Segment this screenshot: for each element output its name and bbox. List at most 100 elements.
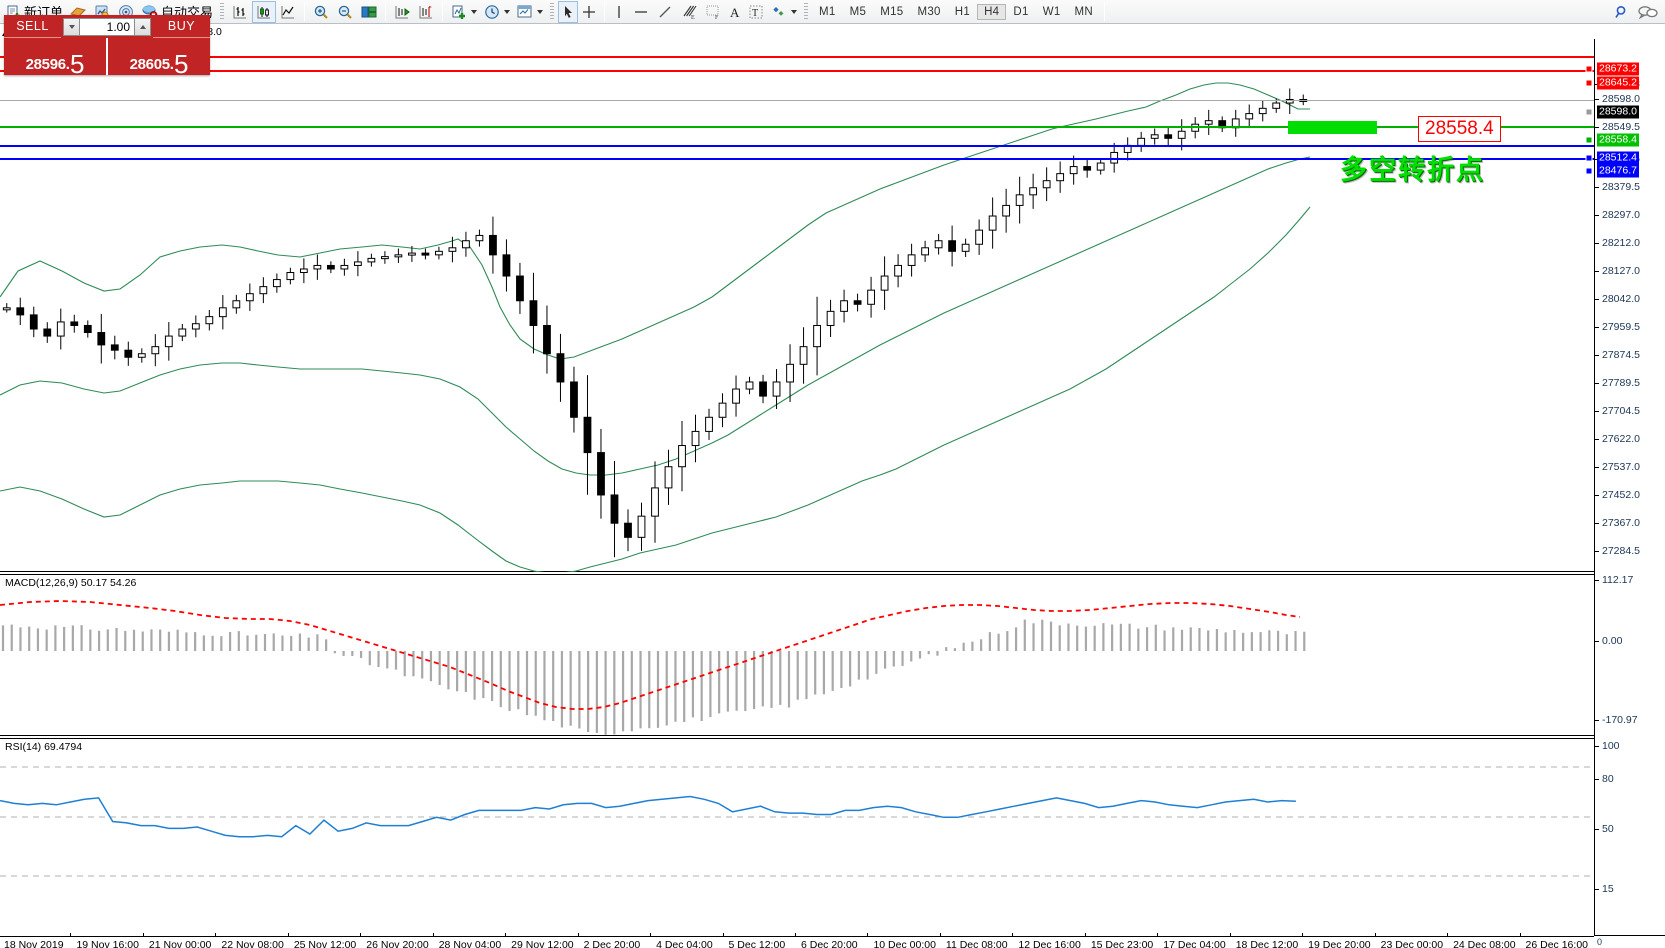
price-annotation-box[interactable]: 28558.4: [1418, 116, 1501, 142]
price-tick: [1595, 523, 1599, 524]
volume-stepper[interactable]: 1.00: [61, 15, 153, 38]
tile-windows-button[interactable]: [357, 1, 381, 23]
sell-button[interactable]: SELL: [4, 15, 61, 38]
price-scale[interactable]: 28645.328598.028549.528464.528379.528297…: [1585, 39, 1665, 936]
time-label: 12 Dec 16:00: [1018, 939, 1081, 948]
line-chart-button[interactable]: [276, 1, 300, 23]
timeframe-m5[interactable]: M5: [849, 5, 867, 18]
templates-button[interactable]: [513, 1, 546, 23]
toolbar-grip-3[interactable]: [804, 2, 809, 21]
price-tick: [1595, 187, 1599, 188]
support-line-2[interactable]: [0, 158, 1594, 160]
period-chevron-down-icon[interactable]: [504, 9, 511, 14]
price-level-resistance-2[interactable]: 28673.2: [1597, 62, 1639, 76]
zoom-in-button[interactable]: [309, 1, 333, 23]
volume-input[interactable]: 1.00: [80, 17, 134, 36]
tile-windows-icon: [361, 6, 377, 17]
candle-body: [56, 321, 65, 337]
price-pane[interactable]: 28558.4 多空转折点: [0, 39, 1594, 572]
chart-window[interactable]: DJ30-,H4 28598.0 28598.0 28598.0 28598.0: [0, 25, 1665, 948]
horizontal-line-tool[interactable]: [629, 1, 653, 23]
crosshair-tool[interactable]: [578, 1, 600, 23]
timeframe-h4[interactable]: H4: [977, 3, 1007, 20]
text-tool[interactable]: A: [725, 1, 745, 23]
sell-price[interactable]: 28596 . 5: [4, 38, 108, 77]
support-line-1[interactable]: [0, 145, 1594, 147]
volume-increase-button[interactable]: [134, 17, 151, 36]
price-level-resistance-1[interactable]: 28645.2: [1597, 76, 1639, 90]
rsi-tick-label: 80: [1602, 773, 1614, 785]
price-tick-label: 27284.5: [1602, 545, 1640, 557]
text-label-icon: T: [749, 5, 763, 19]
bollinger-bands: [0, 82, 1311, 572]
timeframe-m1[interactable]: M1: [819, 5, 836, 18]
vertical-line-tool[interactable]: [609, 1, 629, 23]
terminal-button[interactable]: [66, 1, 90, 23]
candle-body: [2, 307, 11, 311]
text-label-tool[interactable]: T: [745, 1, 767, 23]
candle-body: [840, 300, 848, 312]
level-handle-resistance-2[interactable]: [1585, 65, 1593, 73]
resistance-line-2[interactable]: [0, 56, 1594, 58]
fibonacci-tool[interactable]: E: [677, 1, 701, 23]
channel-tool[interactable]: F: [701, 1, 725, 23]
svg-text:T: T: [752, 8, 758, 19]
price-level-support-2[interactable]: 28476.7: [1597, 164, 1639, 178]
timeframe-w1[interactable]: W1: [1042, 5, 1061, 18]
candlestick-series: [2, 88, 1308, 558]
candle-body: [70, 321, 79, 326]
resistance-line-1[interactable]: [0, 70, 1594, 72]
bollinger-lower: [0, 206, 1311, 572]
candle-body: [489, 234, 497, 256]
timeframe-h1[interactable]: H1: [954, 5, 971, 18]
price-level-support-1[interactable]: 28512.4: [1597, 151, 1639, 165]
entry-level-line[interactable]: [0, 126, 1594, 128]
toolbar-grip-2[interactable]: [550, 2, 555, 21]
indicators-button[interactable]: [447, 1, 480, 23]
candle-body: [637, 515, 646, 538]
candle-body: [570, 381, 578, 418]
time-label: 25 Nov 12:00: [293, 939, 357, 948]
price-tick: [1595, 243, 1599, 244]
macd-pane[interactable]: MACD(12,26,9) 50.17 54.26: [0, 574, 1594, 736]
level-handle-bid-line[interactable]: [1585, 108, 1593, 116]
time-axis[interactable]: 18 Nov 2019 19 Nov 16:00 21 Nov 00:00 22 No…: [0, 933, 1594, 948]
timeframe-mn[interactable]: MN: [1074, 5, 1094, 18]
price-tick-label: 28549.5: [1602, 121, 1640, 133]
candle-body: [137, 353, 146, 358]
price-level-bid-line[interactable]: 28598.0: [1597, 105, 1639, 119]
auto-scroll-button[interactable]: [390, 1, 414, 23]
macd-tick: [1595, 641, 1599, 642]
price-level-entry-level[interactable]: 28558.4: [1597, 133, 1639, 147]
timeframe-d1[interactable]: D1: [1013, 5, 1029, 18]
candle-body: [813, 324, 821, 348]
level-handle-support-1[interactable]: [1585, 154, 1593, 162]
buy-price[interactable]: 28605 . 5: [108, 38, 210, 77]
buy-button[interactable]: BUY: [153, 15, 210, 38]
highlight-zone[interactable]: [1288, 121, 1377, 134]
oct-top-row: SELL 1.00 BUY: [4, 15, 210, 38]
level-handle-resistance-1[interactable]: [1585, 79, 1593, 87]
time-label: 24 Dec 08:00: [1453, 939, 1516, 948]
level-handle-entry-level[interactable]: [1585, 136, 1593, 144]
rsi-pane[interactable]: RSI(14) 69.4794: [0, 738, 1594, 936]
cursor-tool[interactable]: [558, 0, 579, 23]
period-button[interactable]: [480, 1, 513, 23]
shapes-tool[interactable]: [767, 1, 800, 23]
search-button[interactable]: [1610, 1, 1634, 23]
templates-chevron-down-icon[interactable]: [537, 9, 544, 14]
toolbar-grip-1[interactable]: [220, 2, 225, 21]
bar-chart-button[interactable]: [228, 1, 252, 23]
indicators-chevron-down-icon[interactable]: [471, 9, 478, 14]
trendline-tool[interactable]: [653, 1, 677, 23]
timeframe-m15[interactable]: M15: [880, 5, 904, 18]
chat-button[interactable]: [1634, 1, 1662, 23]
one-click-trading-panel[interactable]: SELL 1.00 BUY 28596 . 5 28605 . 5: [4, 15, 210, 77]
zoom-out-button[interactable]: [333, 1, 357, 23]
volume-decrease-button[interactable]: [63, 17, 80, 36]
candlestick-chart-button[interactable]: [252, 0, 277, 23]
level-handle-support-2[interactable]: [1585, 167, 1593, 175]
timeframe-m30[interactable]: M30: [917, 5, 941, 18]
chart-shift-button[interactable]: [414, 1, 438, 23]
shapes-chevron-down-icon[interactable]: [791, 9, 798, 14]
